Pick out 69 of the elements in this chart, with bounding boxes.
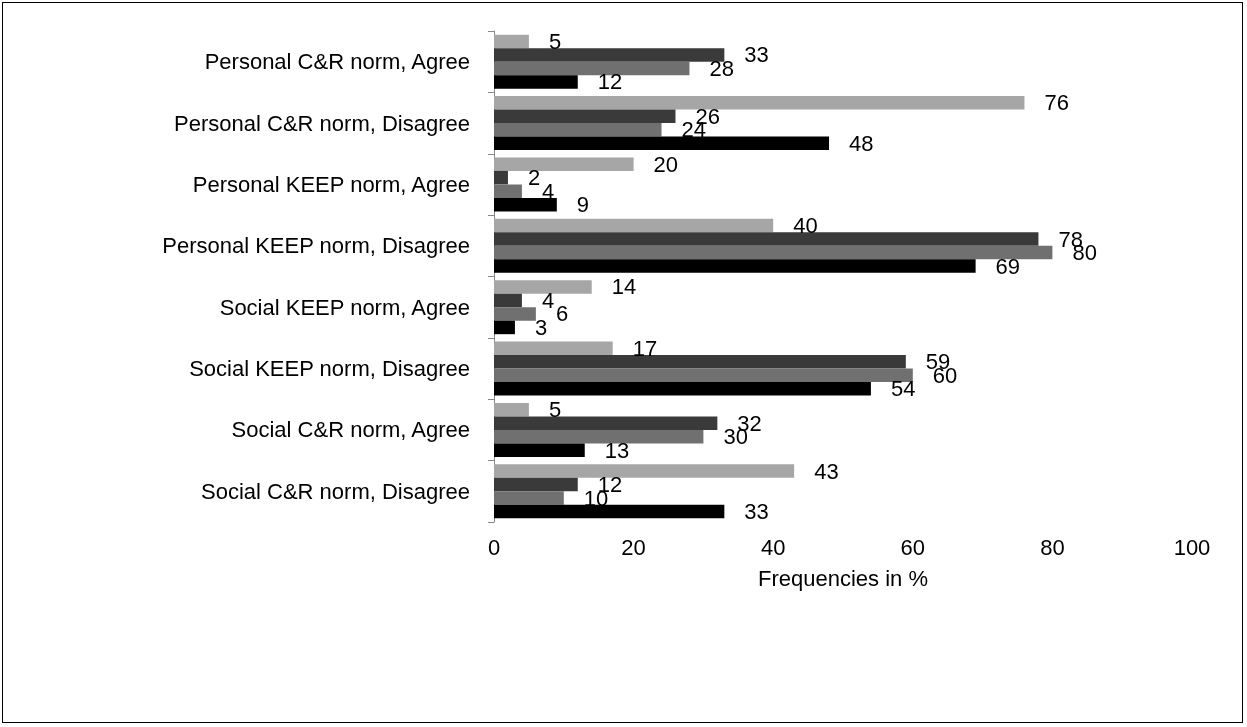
x-tick-label: 80	[1040, 534, 1065, 560]
data-label: 3	[534, 314, 548, 340]
bar	[494, 48, 725, 62]
data-label: 54	[890, 376, 916, 402]
y-tick-label: Social KEEP norm, Disagree	[189, 356, 470, 382]
data-label: 5	[548, 397, 562, 423]
data-label: 20	[653, 151, 679, 177]
data-label: 33	[744, 42, 769, 68]
bar	[494, 184, 522, 198]
bar	[494, 429, 704, 444]
bar	[494, 109, 676, 124]
bar	[494, 477, 578, 492]
data-label: 40	[793, 213, 818, 239]
data-label: 2	[527, 165, 541, 191]
bar	[494, 504, 725, 519]
x-tick-label: 60	[900, 534, 926, 560]
bar	[494, 245, 1053, 260]
y-tick-label: Personal KEEP norm, Disagree	[162, 233, 470, 259]
bar	[494, 402, 529, 417]
data-label: 48	[849, 130, 874, 156]
bar	[494, 355, 906, 369]
bar	[494, 280, 592, 294]
bar	[494, 157, 634, 171]
data-label: 43	[814, 458, 839, 484]
bar	[494, 232, 1039, 246]
bar	[494, 197, 557, 212]
x-axis-title: Frequencies in %	[758, 565, 928, 591]
bar	[494, 75, 578, 89]
y-tick-label: Social KEEP norm, Agree	[219, 294, 470, 320]
y-tick-label: Personal C&R norm, Disagree	[174, 110, 470, 136]
data-label: 33	[744, 499, 769, 525]
bar	[494, 491, 564, 505]
x-tick-label: 0	[487, 534, 501, 560]
bar	[494, 259, 976, 273]
y-tick-label: Personal KEEP norm, Agree	[192, 171, 470, 197]
data-label: 5	[548, 28, 562, 54]
y-tick-label: Social C&R norm, Disagree	[201, 478, 470, 504]
data-label: 4	[541, 287, 555, 313]
data-label: 69	[995, 253, 1021, 279]
data-label: 4	[541, 178, 555, 204]
bar	[494, 123, 662, 137]
x-tick-label: 100	[1173, 534, 1211, 560]
x-tick-label: 40	[760, 534, 786, 560]
data-label: 13	[604, 437, 630, 463]
bar	[494, 341, 613, 356]
data-label: 6	[555, 301, 569, 327]
bar	[494, 34, 529, 49]
data-label: 76	[1044, 90, 1069, 116]
data-label: 14	[611, 274, 637, 300]
bar	[494, 443, 585, 457]
bar	[494, 218, 774, 233]
data-label: 17	[632, 335, 658, 361]
y-tick-label: Social C&R norm, Agree	[231, 417, 470, 443]
data-label: 9	[576, 192, 590, 218]
bar	[494, 170, 508, 185]
bar	[494, 61, 690, 76]
bar	[494, 307, 536, 321]
data-label: 12	[597, 69, 623, 95]
bar	[494, 136, 830, 151]
bar	[494, 464, 795, 478]
bar	[494, 416, 718, 430]
bar	[494, 382, 871, 396]
x-tick-label: 20	[621, 534, 646, 560]
bar	[494, 368, 913, 383]
bar	[494, 96, 1025, 110]
bar	[494, 293, 522, 308]
bar	[494, 320, 515, 335]
data-label: 28	[709, 55, 734, 81]
y-tick-label: Personal C&R norm, Agree	[204, 49, 470, 75]
